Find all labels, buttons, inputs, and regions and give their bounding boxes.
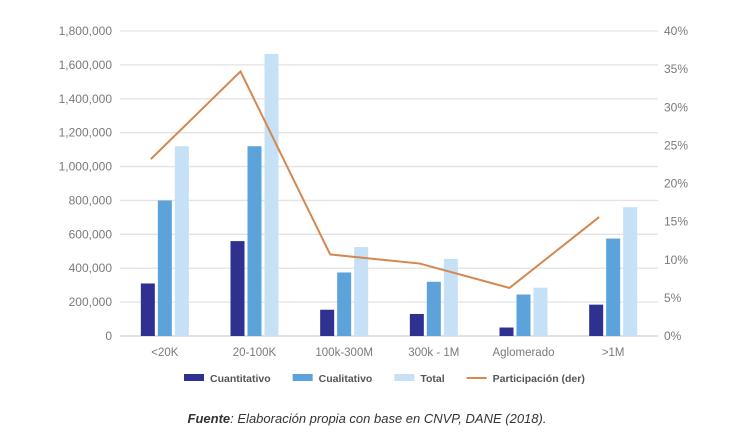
y-tick-label: 1,000,000: [59, 160, 113, 174]
x-tick-label: Aglomerado: [492, 347, 554, 359]
y2-tick-label: 15%: [664, 215, 688, 229]
bar-cuantitativo: [499, 327, 514, 336]
bar-cuantitativo: [589, 304, 604, 336]
y2-tick-label: 0%: [664, 329, 682, 343]
legend-label: Total: [420, 373, 444, 385]
bar-cualitativo: [247, 146, 262, 336]
line-participacion: [150, 69, 600, 290]
legend-label: Cualitativo: [319, 373, 373, 385]
bar-total: [354, 247, 369, 336]
bar-cuantitativo: [230, 241, 245, 336]
y2-tick-label: 20%: [664, 177, 688, 191]
x-tick-label: 100k-300M: [315, 347, 373, 359]
bar-total: [623, 207, 638, 336]
y2-tick-label: 5%: [664, 291, 682, 305]
bar-cuantitativo: [320, 309, 335, 336]
y2-tick-label: 30%: [664, 100, 688, 114]
y-tick-label: 1,200,000: [59, 126, 113, 140]
bar-total: [443, 258, 458, 336]
bar-cuantitativo: [409, 313, 424, 336]
legend-swatch: [292, 374, 313, 381]
bar-total: [264, 53, 279, 336]
y-tick-label: 1,400,000: [59, 92, 113, 106]
y-tick-label: 200,000: [69, 295, 113, 309]
y-tick-label: 800,000: [69, 193, 113, 207]
bar-cualitativo: [516, 294, 531, 336]
bar-total: [533, 287, 548, 336]
combo-chart: 0 200,000 400,000 600,000 800,000 1,000,000 1,…: [59, 24, 689, 385]
bar-cualitativo: [157, 200, 172, 336]
legend-swatch: [394, 374, 415, 381]
bar-cualitativo: [426, 281, 441, 336]
y-tick-label: 600,000: [69, 227, 113, 241]
caption-text: : Elaboración propia con base en CNVP, D…: [230, 411, 547, 426]
bar-cualitativo: [337, 272, 352, 336]
y2-tick-label: 10%: [664, 253, 688, 267]
y-tick-label: 0: [105, 329, 112, 343]
y-tick-label: 400,000: [69, 261, 113, 275]
bar-total: [174, 146, 189, 336]
y-tick-label: 1,800,000: [59, 24, 113, 38]
legend-label: Cuantitativo: [210, 373, 271, 385]
bar-cualitativo: [606, 238, 621, 336]
y-tick-label: 1,600,000: [59, 58, 113, 72]
caption-bold: Fuente: [187, 411, 231, 426]
y2-tick-label: 35%: [664, 62, 688, 76]
y2-tick-label: 40%: [664, 24, 688, 38]
y2-tick-label: 25%: [664, 138, 688, 152]
legend-label: Participación (der): [493, 373, 585, 385]
x-tick-label: 300k - 1M: [408, 347, 459, 359]
legend-swatch: [184, 374, 204, 381]
source-caption: Fuente: Elaboración propia con base en C…: [0, 411, 734, 426]
x-tick-label: 20-100K: [233, 347, 277, 359]
x-tick-label: <20K: [151, 347, 179, 359]
x-tick-label: >1M: [602, 347, 625, 359]
bar-cuantitativo: [140, 283, 155, 336]
